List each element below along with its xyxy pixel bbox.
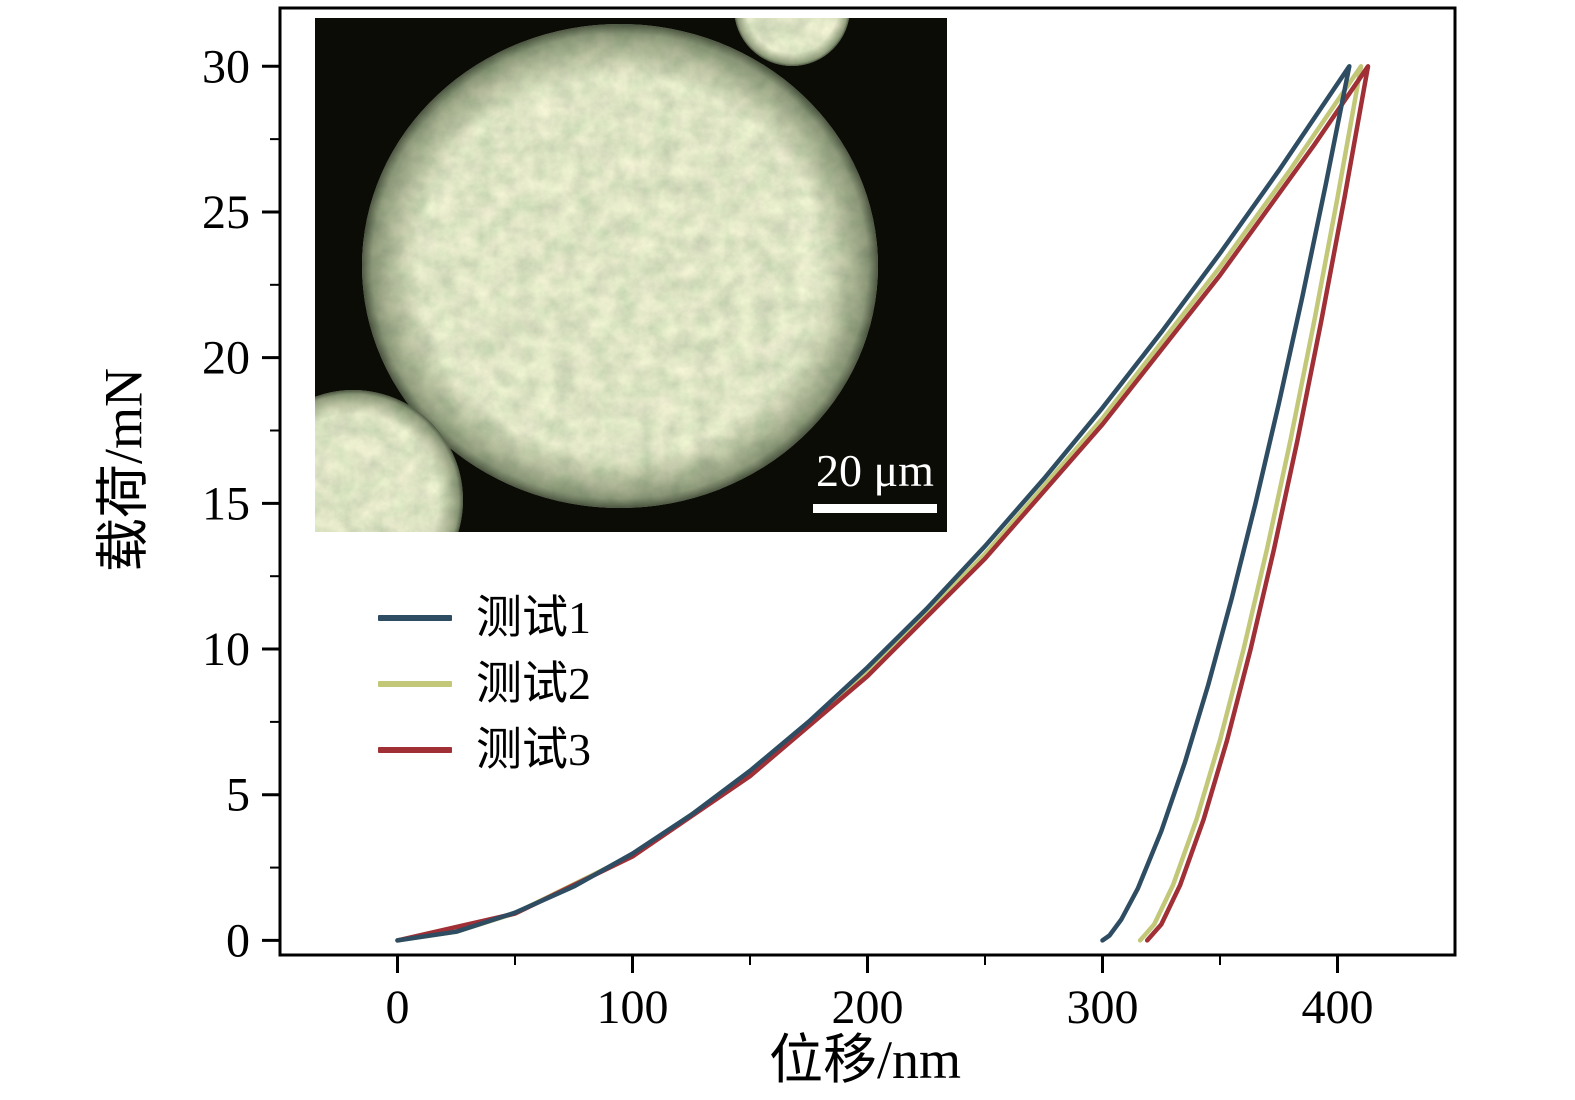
curve-测试1 [395,64,1352,943]
x-tick-label: 100 [597,981,669,1034]
y-tick-label: 20 [202,332,250,385]
micrograph-partial-particle-bottom-left [315,390,463,532]
legend-swatch-test2 [378,681,452,687]
x-axis-label: 位移/nm [768,1030,962,1090]
legend-swatch-test3 [378,747,452,753]
x-tick-label: 0 [386,981,410,1034]
y-axis-label: 载荷/mN [93,367,154,573]
y-tick-label: 25 [202,186,250,239]
curve-测试3 [395,64,1371,943]
y-tick-label: 5 [226,769,250,822]
scale-bar: 20 μm [813,445,937,513]
micrograph-partial-particle-top-right [734,18,850,66]
legend-item-test3: 测试3 [378,717,591,783]
legend-label-test1: 测试1 [476,592,591,643]
y-tick-label: 10 [202,623,250,676]
x-tick-label: 400 [1302,981,1374,1034]
legend-label-test2: 测试2 [476,658,591,709]
x-tick-label: 200 [832,981,904,1034]
scale-bar-line [813,504,937,513]
axis-ticks: 0 100 200 300 400 0 5 10 15 20 25 30 [202,40,1374,1034]
y-tick-label: 30 [202,40,250,93]
legend-swatch-test1 [378,615,452,621]
y-tick-label: 15 [202,477,250,530]
legend: 测试1 测试2 测试3 [378,585,591,783]
inset-micrograph: 20 μm [315,18,947,532]
x-tick-label: 300 [1067,981,1139,1034]
curves [395,64,1371,943]
legend-item-test2: 测试2 [378,651,591,717]
y-tick-label: 0 [226,914,250,967]
legend-label-test3: 测试3 [476,724,591,775]
micrograph-particle [362,24,878,508]
legend-item-test1: 测试1 [378,585,591,651]
scale-bar-label: 20 μm [816,445,934,496]
